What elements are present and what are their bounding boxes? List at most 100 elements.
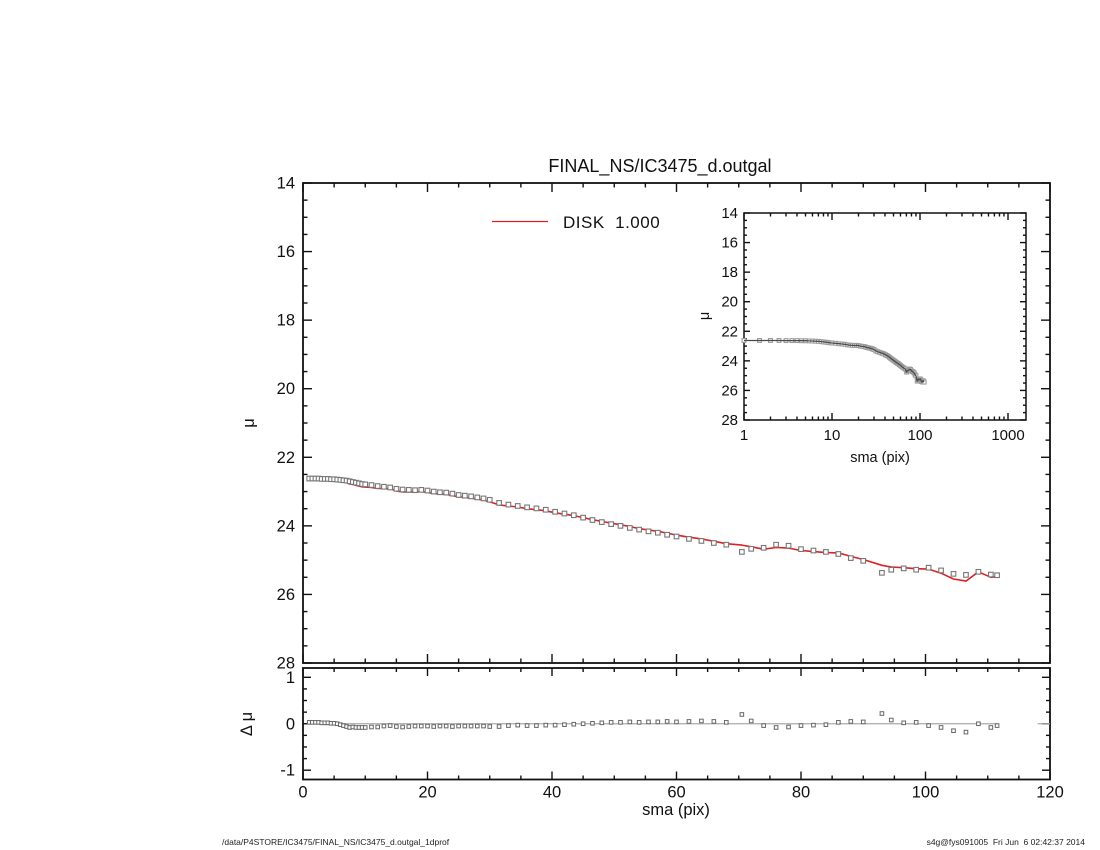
tick-label: 24 [721,353,738,370]
residual-point [524,723,530,728]
residual-point [487,724,493,729]
tick-label: 20 [277,380,295,398]
residual-point [860,719,866,725]
data-point [449,490,456,497]
data-point [617,523,624,529]
main-plot-axes: 14 16 18 20 22 24 26 28 [277,175,1051,673]
residual-point [468,723,474,729]
tick-label: 14 [277,175,295,193]
data-point [589,517,596,523]
residual-point [699,718,704,724]
tick-label: 22 [277,449,295,467]
residual-point [543,722,549,728]
data-point [424,487,431,494]
data-point [412,487,418,494]
data-point [925,564,932,571]
residual-point [394,724,399,729]
residual-point [724,720,729,725]
data-point [760,544,767,551]
footer-plot-file-path: /data/P4STORE/IC3475/FINAL_NS/IC3475_d.o… [222,837,450,847]
residual-point [562,722,567,727]
data-point [963,572,969,578]
residual-point [599,720,605,726]
data-point [381,483,387,490]
residual-point [798,723,804,728]
residual-point [425,723,430,729]
residual-point [552,722,558,728]
residual-point [375,724,380,730]
residual-point [823,722,829,727]
tick-label: -1 [280,762,295,780]
data-point [823,549,829,555]
residual-point [888,717,894,723]
residual-point [496,724,502,729]
data-point [950,571,957,577]
residual-point [761,723,766,728]
tick-label: 20 [418,784,436,802]
tick-label: 100 [907,427,932,444]
residual-point [406,724,412,729]
tick-label: 40 [543,784,561,802]
data-point [994,572,1000,579]
data-point [514,503,521,509]
residual-point [655,719,661,725]
tick-label: 100 [912,784,940,802]
residual-point [913,720,919,725]
residual-point [515,722,521,728]
tick-label: 18 [721,264,738,281]
tick-label: 10 [824,427,841,444]
residual-point [369,724,374,730]
tick-label: 60 [667,784,685,802]
data-point [387,484,394,491]
residual-point [618,720,623,725]
data-point [654,529,661,536]
data-point [474,494,481,501]
x-axis-label: sma (pix) [642,801,710,819]
data-point [798,546,804,553]
data-point [468,493,474,500]
data-point [570,512,577,519]
legend: DISK 1.000 [492,213,660,232]
axis-frame [302,182,1051,664]
data-point [542,506,549,513]
residual-point [786,724,791,730]
data-point [418,487,425,493]
inset-profile-line [744,339,925,383]
residual-point [994,723,1000,728]
data-point [486,496,493,503]
residual-point [976,721,981,727]
residual-point [475,723,480,729]
tick-label: 1 [286,669,295,687]
data-point [673,533,680,540]
residual-point [926,723,931,728]
data-point [580,514,586,521]
inset-x-axis-label: sma (pix) [850,450,910,466]
tick-label: 0 [298,784,307,802]
data-point [938,567,944,574]
residual-point [627,719,633,725]
residual-point [450,724,455,729]
residual-point [773,725,779,730]
tick-label: 20 [721,294,738,311]
residual-point [938,725,944,730]
data-point [710,540,717,546]
residual-panel-axes: 0 20 40 60 80 100 120-101 [280,667,1064,802]
main-y-axis-label: μ [240,418,258,428]
residual-point [571,721,577,727]
tick-label: 28 [721,412,738,429]
residual-point [580,721,586,727]
data-point [368,482,375,488]
data-point [988,571,994,578]
data-point [810,547,817,554]
data-point [739,549,745,555]
residual-point [664,719,670,724]
tick-label: 16 [721,235,738,252]
residual-point [739,712,745,717]
data-point [374,483,381,489]
tick-label: 14 [721,205,738,222]
inset-y-axis-label: μ [697,312,713,320]
data-point [480,495,487,502]
data-point [405,487,412,493]
data-point [636,526,642,533]
residual-point [481,723,486,729]
